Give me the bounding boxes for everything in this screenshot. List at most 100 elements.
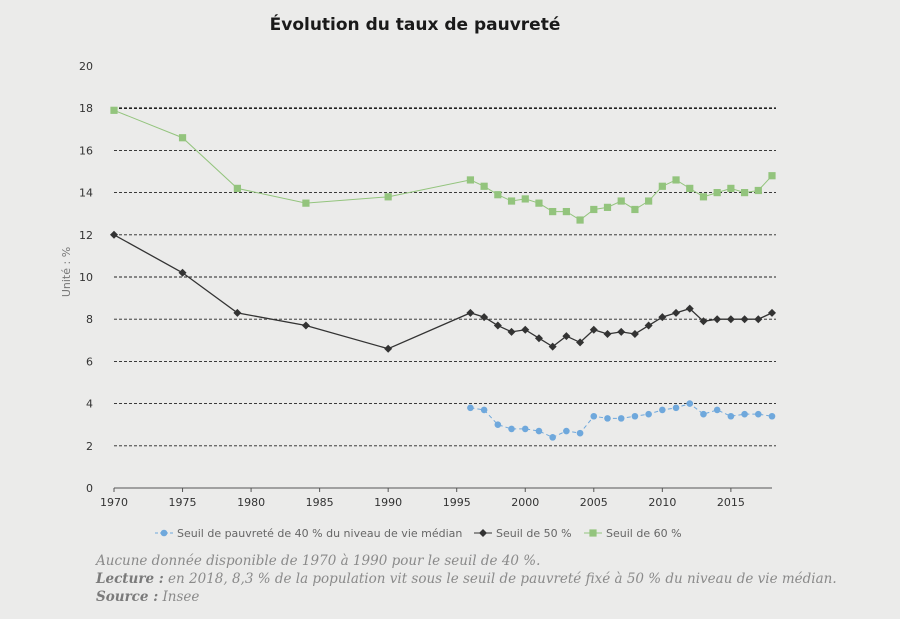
y-tick-label: 14 <box>79 187 93 200</box>
data-point <box>301 321 310 330</box>
data-point <box>549 434 556 441</box>
data-point <box>562 207 570 216</box>
data-point <box>617 415 625 422</box>
x-tick-label: 2000 <box>511 496 539 509</box>
source-text: Insee <box>158 589 200 605</box>
data-point <box>604 415 611 422</box>
data-point <box>466 308 475 317</box>
lecture-label: Lecture : <box>96 571 164 587</box>
data-point <box>686 184 694 192</box>
data-point <box>740 315 749 324</box>
legend-marker <box>479 529 487 537</box>
data-point <box>384 193 392 201</box>
data-point <box>233 308 242 317</box>
data-point <box>494 421 502 429</box>
x-tick-label: 1990 <box>374 496 402 509</box>
data-point <box>534 334 543 343</box>
x-tick-label: 1995 <box>443 496 471 509</box>
legend-marker <box>589 529 597 537</box>
data-point <box>699 193 708 201</box>
x-tick-label: 1975 <box>169 496 197 509</box>
data-point <box>727 184 735 192</box>
legend-label: Seuil de 60 % <box>606 527 682 540</box>
data-point <box>700 410 707 418</box>
data-point <box>768 412 776 420</box>
y-tick-label: 12 <box>79 229 93 242</box>
series-line <box>113 234 773 350</box>
data-point <box>713 406 721 414</box>
lecture-text: en 2018, 8,3 % de la population vit sous… <box>163 571 837 587</box>
data-point <box>741 410 748 418</box>
legend-item-1: Seuil de pauvreté de 40 % du niveau de v… <box>155 527 462 540</box>
y-tick-label: 6 <box>86 355 93 368</box>
series-1 <box>467 400 776 441</box>
data-point <box>563 427 570 435</box>
data-point <box>521 325 530 334</box>
data-point <box>754 186 762 195</box>
data-point <box>768 308 776 317</box>
data-point <box>631 205 639 214</box>
axes: 0 2 4 6 8 10 12 14 16 18 20 1970 1975 1980 1985 1990 199… <box>79 60 772 509</box>
gridlines <box>114 107 776 447</box>
note-no-data: Aucune donnée disponible de 1970 à 1990 … <box>96 553 541 569</box>
series-3 <box>110 106 776 224</box>
y-tick-label: 10 <box>79 271 93 284</box>
data-point <box>672 308 681 317</box>
data-point <box>727 412 735 420</box>
data-point <box>685 304 694 313</box>
chart-notes: Aucune donnée disponible de 1970 à 1990 … <box>96 552 837 606</box>
data-point <box>754 410 762 418</box>
note-source: Source : Insee <box>96 588 837 606</box>
data-point <box>726 315 735 324</box>
data-point <box>617 327 626 336</box>
data-point <box>508 425 515 433</box>
y-tick-label: 0 <box>86 482 93 495</box>
source-label: Source : <box>96 589 159 605</box>
data-point <box>617 197 625 205</box>
data-point <box>672 176 680 184</box>
data-point <box>658 313 667 322</box>
data-point <box>384 344 393 353</box>
data-point <box>713 189 721 197</box>
data-point <box>768 172 776 180</box>
legend-marker <box>160 529 168 537</box>
x-tick-label: 2005 <box>580 496 608 509</box>
data-point <box>535 199 543 207</box>
data-point <box>754 315 763 324</box>
series-line <box>113 109 773 221</box>
series-layer <box>110 106 776 441</box>
series-2 <box>110 230 776 353</box>
x-tick-label: 2010 <box>648 496 676 509</box>
data-point <box>589 325 598 334</box>
data-point <box>603 329 612 338</box>
y-tick-label: 18 <box>79 102 93 115</box>
data-point <box>631 412 639 420</box>
data-point <box>233 184 241 192</box>
data-point <box>672 404 680 412</box>
y-tick-label: 20 <box>79 60 93 73</box>
data-point <box>576 429 584 437</box>
data-point <box>603 203 612 211</box>
data-point <box>521 425 529 433</box>
legend-item-2: Seuil de 50 % <box>474 527 572 540</box>
data-point <box>644 321 653 330</box>
data-point <box>630 329 639 338</box>
legend-label: Seuil de 50 % <box>496 527 572 540</box>
data-point <box>302 199 310 207</box>
data-point <box>576 216 584 224</box>
data-point <box>493 321 502 330</box>
data-point <box>659 406 666 414</box>
data-point <box>658 182 666 190</box>
data-point <box>110 106 118 114</box>
data-point <box>467 404 474 412</box>
data-point <box>740 189 749 197</box>
chart-title: Évolution du taux de pauvreté <box>270 13 561 35</box>
y-tick-label: 2 <box>86 440 93 453</box>
legend-label: Seuil de pauvreté de 40 % du niveau de v… <box>177 527 462 540</box>
data-point <box>645 410 652 418</box>
data-point <box>562 332 571 341</box>
data-point <box>548 342 557 351</box>
x-tick-label: 1970 <box>100 496 128 509</box>
y-tick-label: 4 <box>86 398 93 411</box>
